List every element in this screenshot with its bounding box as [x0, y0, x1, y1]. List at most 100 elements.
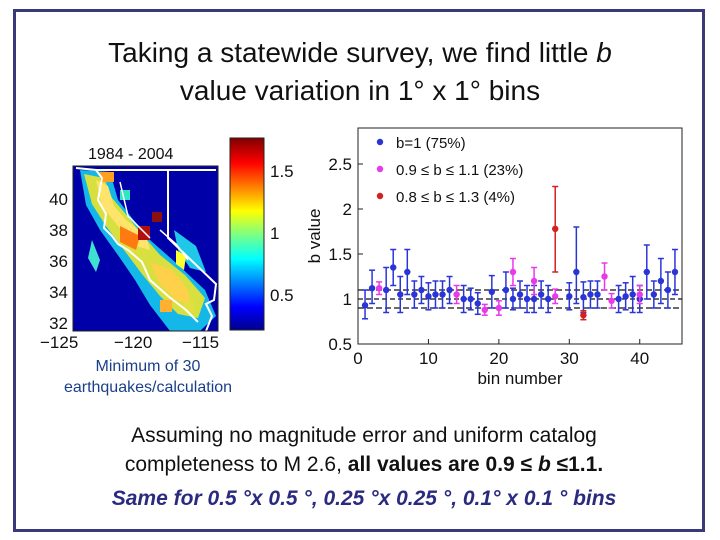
data-point — [615, 284, 622, 314]
legend-marker — [376, 192, 384, 200]
series-layer — [361, 185, 679, 321]
data-point — [601, 262, 608, 291]
data-marker — [390, 264, 397, 271]
data-point — [580, 281, 587, 314]
axis-layer: 0.5 1 1.5 2 2.5 0 10 20 30 40 bin number b value — [305, 155, 649, 388]
data-marker — [474, 300, 481, 307]
data-point — [650, 280, 658, 309]
data-marker — [502, 286, 510, 294]
data-point — [453, 284, 460, 305]
map-cells — [80, 170, 216, 331]
data-point — [552, 288, 559, 305]
caption-line-2: completeness to M 2.6, all values are 0.… — [124, 453, 604, 476]
data-marker — [382, 286, 390, 294]
data-marker — [368, 285, 376, 292]
data-marker — [580, 294, 587, 301]
data-point — [361, 289, 369, 320]
data-point — [657, 257, 665, 305]
data-point — [404, 248, 411, 296]
x-tick-label: 0 — [353, 349, 362, 368]
x-tick-label: 40 — [630, 349, 649, 368]
data-marker — [544, 295, 552, 303]
x-tick-label: 30 — [560, 349, 579, 368]
data-marker — [664, 286, 672, 294]
data-marker — [425, 293, 432, 300]
legend-label: 0.8 ≤ b ≤ 1.3 (4%) — [396, 189, 515, 206]
data-marker — [446, 286, 453, 294]
data-point — [587, 280, 594, 309]
data-marker — [375, 285, 383, 292]
data-marker — [404, 268, 411, 276]
data-point — [460, 284, 467, 314]
legend-label: 0.9 ≤ b ≤ 1.1 (23%) — [396, 162, 523, 179]
data-point — [544, 284, 552, 314]
data-point — [481, 303, 488, 316]
data-point — [573, 226, 580, 305]
data-point — [375, 281, 383, 296]
data-point — [509, 287, 517, 311]
data-marker — [636, 291, 643, 298]
data-point — [418, 275, 425, 305]
data-marker — [552, 225, 559, 232]
data-marker — [650, 291, 658, 298]
data-point — [502, 271, 510, 309]
data-point — [488, 274, 496, 309]
map-x-tick: −125 — [40, 333, 79, 352]
data-marker — [439, 291, 446, 298]
slide-title: Taking a statewide survey, we find littl… — [40, 34, 680, 110]
data-point — [467, 287, 474, 311]
data-marker — [488, 288, 496, 295]
colorbar — [229, 137, 265, 331]
data-point — [664, 271, 672, 309]
data-point — [523, 284, 531, 314]
data-marker — [530, 277, 538, 285]
data-marker — [587, 291, 594, 298]
data-marker — [615, 295, 622, 303]
data-marker — [629, 291, 636, 298]
legend: b=1 (75%) 0.9 ≤ b ≤ 1.1 (23%) 0.8 ≤ b ≤ 1.… — [376, 135, 523, 206]
data-marker — [552, 293, 559, 300]
data-marker — [657, 277, 665, 285]
data-marker — [608, 297, 615, 304]
y-tick-label: 1.5 — [328, 245, 352, 264]
data-point — [432, 280, 439, 309]
data-marker — [509, 268, 517, 276]
minimum-label: Minimum of 30 earthquakes/calculation — [38, 356, 258, 398]
data-point — [537, 280, 545, 309]
map-y-tick: 38 — [49, 221, 68, 240]
x-tick-label: 10 — [419, 349, 438, 368]
y-axis-label: b value — [305, 209, 324, 264]
data-point — [425, 282, 432, 311]
data-point — [643, 244, 650, 300]
colorbar-tick: 0.5 — [270, 286, 294, 305]
data-point — [411, 280, 418, 309]
caption-line-3: Same for 0.5 °x 0.5 °, 0.25 °x 0.25 °, 0… — [111, 487, 617, 510]
data-marker — [411, 291, 418, 298]
data-marker — [460, 295, 467, 303]
data-marker — [573, 268, 580, 276]
data-point — [474, 291, 481, 316]
data-point — [671, 248, 679, 296]
map-y-tick: 32 — [49, 314, 68, 333]
data-point — [368, 269, 376, 305]
map-period-label: 1984 - 2004 — [88, 146, 174, 163]
data-marker — [453, 291, 460, 298]
data-marker — [601, 273, 608, 280]
data-point — [446, 275, 453, 305]
data-point — [530, 266, 538, 296]
data-marker — [580, 312, 587, 319]
map-x-tick: −115 — [182, 333, 220, 352]
map-y-ticks: 40 38 36 34 32 — [40, 184, 68, 339]
data-marker — [467, 295, 474, 303]
map-y-tick: 34 — [49, 283, 68, 302]
data-point — [636, 284, 643, 305]
data-marker — [509, 295, 517, 303]
data-point — [622, 282, 629, 311]
data-point — [566, 282, 573, 311]
data-marker — [671, 268, 679, 276]
data-point — [608, 292, 615, 309]
data-marker — [516, 291, 524, 298]
data-marker — [523, 295, 531, 303]
legend-label: b=1 (75%) — [396, 135, 466, 152]
legend-marker — [376, 138, 384, 146]
